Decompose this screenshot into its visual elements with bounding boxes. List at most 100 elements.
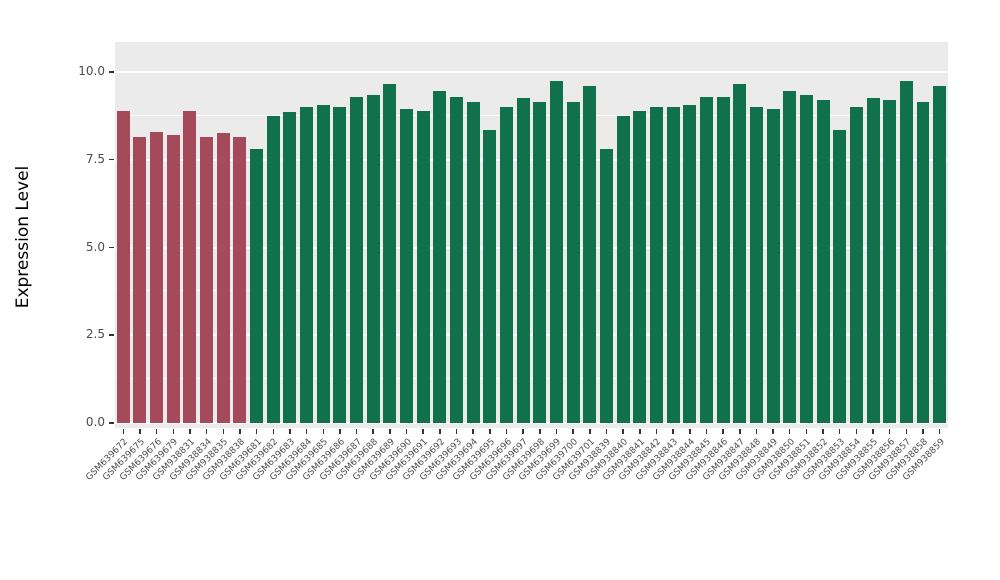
bar-GSM639683 xyxy=(283,112,297,423)
plot-panel xyxy=(115,42,948,428)
bar-GSM938848 xyxy=(749,107,763,423)
x-axis-tick-mark xyxy=(522,429,524,434)
x-axis-tick-mark xyxy=(922,429,924,434)
x-axis-tick-mark xyxy=(739,429,741,434)
x-axis-tick-mark xyxy=(539,429,541,434)
bar-GSM639692 xyxy=(433,91,447,423)
x-axis-tick-mark xyxy=(772,429,774,434)
x-axis-tick-mark xyxy=(822,429,824,434)
x-axis-tick-mark xyxy=(672,429,674,434)
bar-GSM639688 xyxy=(366,94,380,423)
gridline-minor xyxy=(115,290,948,292)
bar-GSM938857 xyxy=(899,80,913,423)
bar-GSM938831 xyxy=(183,110,197,423)
bar-GSM938838 xyxy=(233,136,247,423)
bar-GSM639690 xyxy=(400,108,414,423)
bar-GSM938859 xyxy=(933,86,947,423)
bar-GSM938846 xyxy=(716,96,730,423)
x-axis-tick-mark xyxy=(472,429,474,434)
bar-GSM639681 xyxy=(250,149,264,423)
x-axis-tick-mark xyxy=(455,429,458,434)
y-axis-tick-mark xyxy=(109,334,114,336)
bar-GSM639700 xyxy=(566,101,580,423)
y-axis-tick-label: 5.0 xyxy=(85,239,105,254)
x-axis-tick-mark xyxy=(755,429,758,434)
y-axis-tick-label: 7.5 xyxy=(85,151,105,166)
x-axis-tick-mark xyxy=(872,429,874,434)
gridline-minor xyxy=(115,202,948,204)
x-axis-tick-mark xyxy=(255,429,258,434)
bar-GSM938850 xyxy=(783,91,797,423)
x-axis-tick-mark xyxy=(339,429,341,434)
bar-GSM639676 xyxy=(150,131,164,423)
bar-GSM938840 xyxy=(616,115,630,423)
x-axis-tick-mark xyxy=(422,429,424,434)
y-axis-tick-label: 0.0 xyxy=(85,415,105,429)
x-axis-tick-mark xyxy=(122,429,125,434)
bar-GSM639697 xyxy=(516,98,530,423)
bar-GSM938841 xyxy=(633,110,647,423)
x-axis-tick-mark xyxy=(788,429,791,434)
bar-GSM938852 xyxy=(816,100,830,423)
bar-GSM938851 xyxy=(799,94,813,423)
gridline-minor xyxy=(115,114,948,116)
bar-GSM938845 xyxy=(699,96,713,423)
x-axis-tick-mark xyxy=(722,429,724,434)
bar-GSM639689 xyxy=(383,84,397,423)
bar-GSM938849 xyxy=(766,108,780,423)
bar-GSM938842 xyxy=(649,107,663,423)
x-axis-tick-mark xyxy=(572,429,574,434)
bar-GSM639687 xyxy=(350,96,364,423)
x-axis-tick-mark xyxy=(355,429,358,434)
bar-GSM639698 xyxy=(533,101,547,423)
x-axis-tick-mark xyxy=(289,429,291,434)
bar-GSM938855 xyxy=(866,98,880,423)
bar-GSM639672 xyxy=(116,110,130,423)
gridline-major xyxy=(115,334,948,337)
bar-GSM639695 xyxy=(483,129,497,423)
x-axis-tick-mark xyxy=(905,429,908,434)
bar-GSM639685 xyxy=(316,105,330,423)
x-axis-tick-mark xyxy=(305,429,308,434)
bar-GSM639675 xyxy=(133,136,147,423)
bar-GSM639693 xyxy=(450,96,464,423)
x-axis-tick-mark xyxy=(888,429,891,434)
bar-GSM639682 xyxy=(266,115,280,423)
y-axis-tick-mark xyxy=(109,246,114,248)
x-axis-tick-mark xyxy=(489,429,491,434)
x-axis-tick-mark xyxy=(838,429,841,434)
x-axis-tick-mark xyxy=(605,429,608,434)
x-axis-tick-mark xyxy=(322,429,324,434)
x-axis-tick-mark xyxy=(155,429,158,434)
x-axis-tick-mark xyxy=(189,429,191,434)
bar-GSM938847 xyxy=(733,84,747,423)
bar-GSM938853 xyxy=(833,129,847,423)
bar-GSM639696 xyxy=(500,107,513,423)
x-axis-tick-mark xyxy=(239,429,241,434)
x-axis-tick-mark xyxy=(639,429,641,434)
bar-GSM639699 xyxy=(549,80,563,423)
x-axis-tick-mark xyxy=(505,429,508,434)
x-axis-tick-mark xyxy=(272,429,275,434)
x-axis-tick-mark xyxy=(589,429,591,434)
gridline-minor xyxy=(115,378,948,380)
bar-GSM639684 xyxy=(300,107,314,423)
bar-GSM938856 xyxy=(883,100,897,423)
x-axis-tick-mark xyxy=(172,429,175,434)
x-axis-tick-mark xyxy=(405,429,408,434)
y-axis-title: Expression Level xyxy=(13,165,33,309)
x-axis-tick-mark xyxy=(372,429,374,434)
gridline-major xyxy=(115,422,948,424)
x-axis-tick-mark xyxy=(689,429,691,434)
bar-GSM639694 xyxy=(466,101,480,423)
y-axis-tick-mark xyxy=(109,158,114,161)
gridline-major xyxy=(115,71,948,73)
x-axis-tick-mark xyxy=(622,429,624,434)
bar-GSM938858 xyxy=(916,101,930,423)
gridline-major xyxy=(115,246,948,249)
bar-GSM938834 xyxy=(200,136,214,423)
bar-GSM938843 xyxy=(666,107,680,423)
y-axis-tick-label: 2.5 xyxy=(85,327,105,342)
x-axis-tick-mark xyxy=(222,429,225,434)
bar-GSM938844 xyxy=(683,105,697,423)
